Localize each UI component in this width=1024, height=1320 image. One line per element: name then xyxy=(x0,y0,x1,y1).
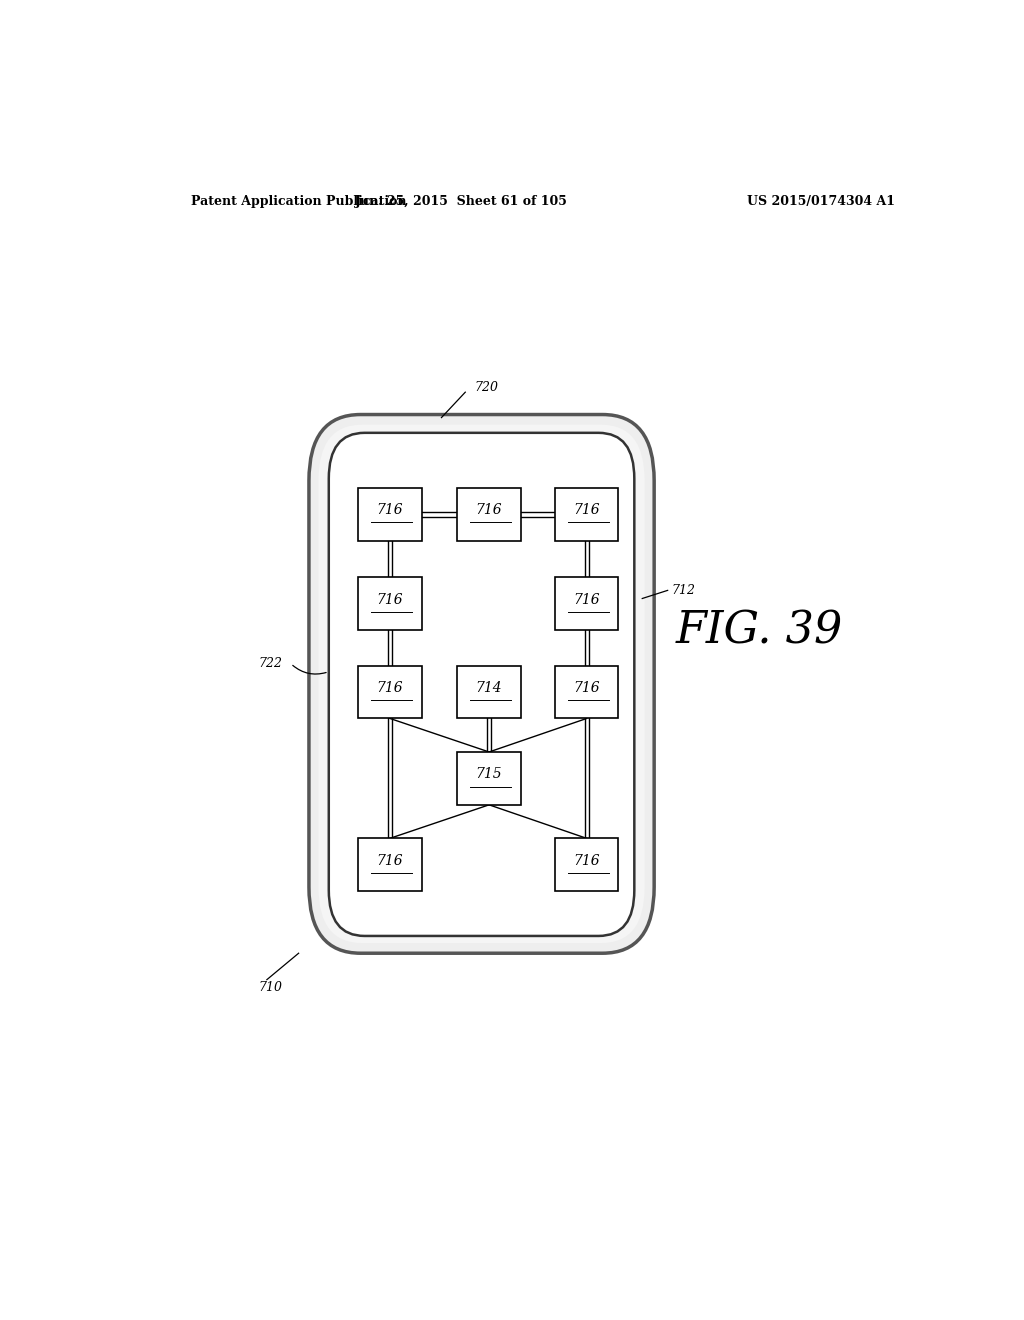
Bar xyxy=(458,487,521,541)
FancyBboxPatch shape xyxy=(329,433,634,936)
FancyBboxPatch shape xyxy=(309,414,654,953)
Bar xyxy=(458,665,521,718)
Bar xyxy=(555,487,618,541)
Text: Patent Application Publication: Patent Application Publication xyxy=(191,194,407,207)
FancyBboxPatch shape xyxy=(318,425,645,942)
Text: 716: 716 xyxy=(573,593,600,606)
Text: 716: 716 xyxy=(573,681,600,694)
Bar xyxy=(358,665,422,718)
Text: 716: 716 xyxy=(476,503,503,517)
Text: 714: 714 xyxy=(476,681,503,694)
Text: 720: 720 xyxy=(475,380,499,393)
Text: 716: 716 xyxy=(377,681,403,694)
Bar xyxy=(458,752,521,805)
Text: Jun. 25, 2015  Sheet 61 of 105: Jun. 25, 2015 Sheet 61 of 105 xyxy=(355,194,567,207)
Bar xyxy=(358,838,422,891)
Text: 722: 722 xyxy=(259,657,283,671)
Bar xyxy=(358,487,422,541)
Text: 715: 715 xyxy=(476,767,503,781)
Bar xyxy=(555,838,618,891)
Text: 716: 716 xyxy=(573,503,600,517)
Bar xyxy=(555,665,618,718)
Text: FIG. 39: FIG. 39 xyxy=(675,610,843,652)
Bar xyxy=(358,577,422,630)
Text: US 2015/0174304 A1: US 2015/0174304 A1 xyxy=(748,194,895,207)
Text: 716: 716 xyxy=(573,854,600,867)
Text: 716: 716 xyxy=(377,503,403,517)
Text: 710: 710 xyxy=(259,981,283,994)
Text: 716: 716 xyxy=(377,854,403,867)
Text: 712: 712 xyxy=(672,583,695,597)
Bar xyxy=(555,577,618,630)
Text: 716: 716 xyxy=(377,593,403,606)
